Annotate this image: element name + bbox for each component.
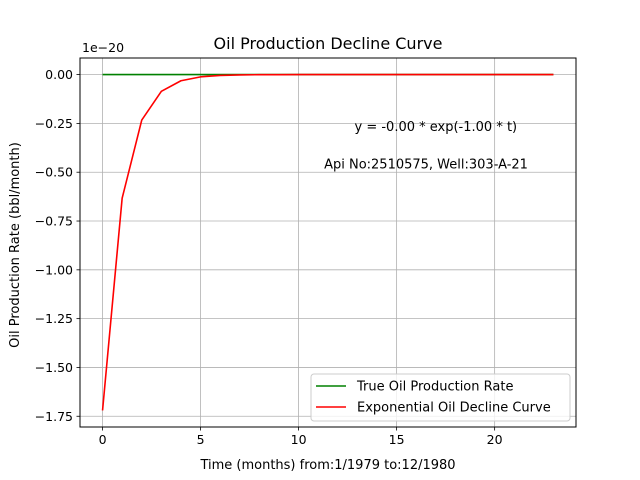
x-tick-label: 5 xyxy=(197,432,205,447)
y-tick-label: −0.50 xyxy=(35,165,73,180)
equation-annotation: y = -0.00 * exp(-1.00 * t) xyxy=(355,120,518,135)
y-tick-label: −1.00 xyxy=(35,262,73,277)
y-tick-label: −1.75 xyxy=(35,409,73,424)
x-axis-label: Time (months) from:1/1979 to:12/1980 xyxy=(199,458,455,473)
ticks: 0 5 10 15 20 0.00 −0.25 −0.50 −0.75 −1.00 −1.25 −1.… xyxy=(35,67,503,447)
legend-label-true-rate: True Oil Production Rate xyxy=(356,380,513,395)
series-layer xyxy=(101,73,554,411)
x-tick-label: 20 xyxy=(487,432,503,447)
plot-frame xyxy=(79,57,577,428)
x-tick-label: 15 xyxy=(389,432,405,447)
y-tick-label: −0.25 xyxy=(35,116,73,131)
legend-label-decline-curve: Exponential Oil Decline Curve xyxy=(357,401,551,416)
y-offset-label: 1e−20 xyxy=(82,40,124,55)
y-axis-label: Oil Production Rate (bbl/month) xyxy=(8,142,23,348)
decline-curve-line xyxy=(101,73,554,411)
y-tick-label: 0.00 xyxy=(45,67,73,82)
y-tick-label: −1.50 xyxy=(35,360,73,375)
legend-box xyxy=(310,373,571,422)
grid xyxy=(80,58,576,427)
y-tick-label: −1.25 xyxy=(35,311,73,326)
well-annotation: Api No:2510575, Well:303-A-21 xyxy=(324,157,528,172)
x-tick-label: 10 xyxy=(291,432,307,447)
x-tick-label: 0 xyxy=(99,432,107,447)
chart-title: Oil Production Decline Curve xyxy=(214,34,443,53)
legend: True Oil Production Rate Exponential Oil… xyxy=(310,373,571,422)
y-tick-label: −0.75 xyxy=(35,214,73,229)
